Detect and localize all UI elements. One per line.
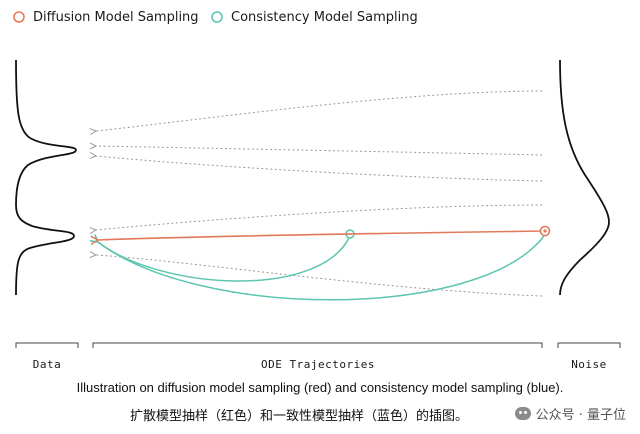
ode-trajectory <box>96 90 543 131</box>
caption-chinese: 扩散模型抽样（红色）和一致性模型抽样（蓝色）的插图。 <box>130 409 469 424</box>
ode-section-label: ODE Trajectories <box>261 358 375 371</box>
diffusion-legend-label: Diffusion Model Sampling <box>33 10 199 25</box>
ode-trajectory <box>96 255 543 297</box>
watermark: 公众号 · 量子位 <box>514 404 626 423</box>
diffusion-legend-marker <box>13 11 25 23</box>
ode-trajectory <box>96 156 543 182</box>
watermark-text: 公众号 · 量子位 <box>535 408 626 423</box>
diagram-canvas: Diffusion Model Sampling Consistency Mod… <box>13 10 621 371</box>
ode-trajectories <box>96 90 543 297</box>
data-bracket <box>15 342 79 348</box>
wechat-icon <box>514 407 531 420</box>
diffusion-sampling <box>98 225 551 241</box>
ode-trajectory <box>96 146 543 156</box>
data-section-label: Data <box>33 358 62 371</box>
consistency-legend-marker <box>211 11 223 23</box>
consistency-jump-from-noise <box>98 236 545 301</box>
legend: Diffusion Model Sampling Consistency Mod… <box>13 10 418 25</box>
section-brackets <box>15 342 621 348</box>
noise-start-marker-dot <box>543 229 547 233</box>
consistency-legend-label: Consistency Model Sampling <box>231 10 418 25</box>
noise-distribution-curve <box>559 59 610 296</box>
data-distribution-curve <box>15 59 77 296</box>
consistency-sampling <box>98 229 545 301</box>
consistency-jump-from-midpoint <box>98 236 351 282</box>
noise-section-label: Noise <box>571 358 607 371</box>
diffusion-trajectory <box>98 230 546 240</box>
ode-trajectory <box>96 204 543 230</box>
caption-english: Illustration on diffusion model sampling… <box>76 380 564 395</box>
noise-bracket <box>557 342 621 348</box>
ode-bracket <box>92 342 543 348</box>
